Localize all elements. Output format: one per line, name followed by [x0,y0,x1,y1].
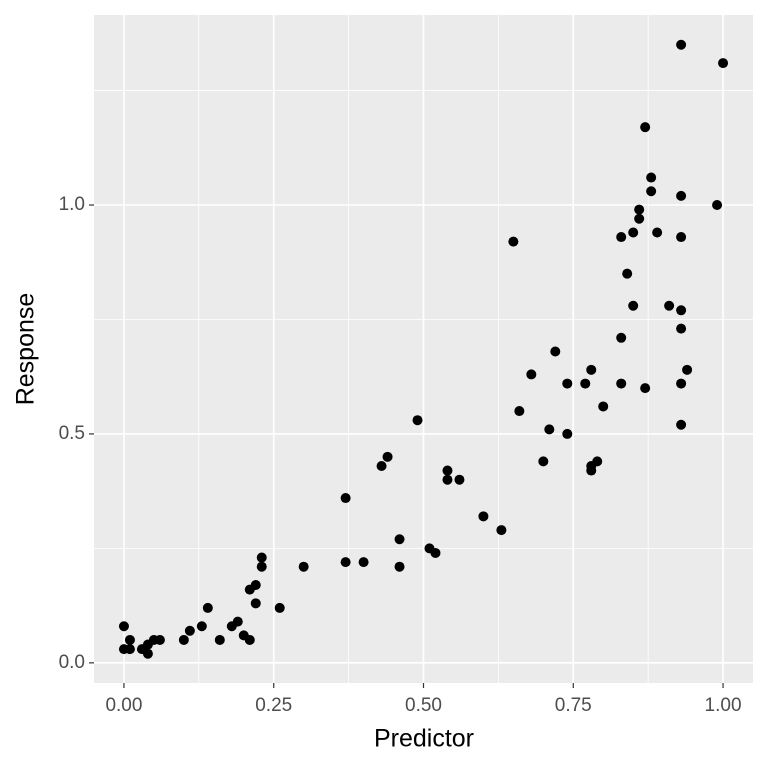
point [478,511,489,522]
point [676,232,687,243]
y-axis-title: Response [12,293,40,406]
point [496,525,507,536]
y-tick-label: 1.0 [59,194,85,215]
point [202,602,213,613]
point [550,346,561,357]
point [184,625,195,636]
point [586,364,597,375]
point [124,634,135,645]
point [646,172,657,183]
point [196,621,207,632]
point [640,122,651,133]
point [256,552,267,563]
x-tick-label: 0.25 [255,695,292,716]
y-tick-label: 0.0 [59,652,85,673]
x-tick-label: 0.75 [555,695,592,716]
point [358,557,369,568]
point [580,378,591,389]
point [298,561,309,572]
point [616,332,627,343]
point [664,300,675,311]
point [622,268,633,279]
point [394,561,405,572]
grid [94,15,753,683]
point [124,644,135,655]
point [442,474,453,485]
point [634,213,645,224]
point [562,378,573,389]
point [676,190,687,201]
point [616,232,627,243]
point [256,561,267,572]
x-tick-label: 0.00 [105,695,142,716]
y-tick-label: 0.5 [59,423,85,444]
point [274,602,285,613]
point [616,378,627,389]
point [712,200,723,211]
point [250,598,261,609]
point [154,634,165,645]
point [508,236,519,247]
point [676,419,687,430]
point [382,451,393,462]
point [430,547,441,558]
point [652,227,663,238]
point [628,227,639,238]
point [376,460,387,471]
point [232,616,243,627]
point [214,634,225,645]
point [682,364,693,375]
point [598,401,609,412]
point [640,383,651,394]
point [562,428,573,439]
point [454,474,465,485]
point [538,456,549,467]
point [676,305,687,316]
x-axis-title: Predictor [374,725,474,753]
point [676,323,687,334]
point [340,557,351,568]
point [526,369,537,380]
point [340,493,351,504]
point [646,186,657,197]
point [628,300,639,311]
point [676,39,687,50]
point [250,580,261,591]
point [634,204,645,215]
point [544,424,555,435]
point [142,648,153,659]
points [118,39,729,659]
point [394,534,405,545]
point [592,456,603,467]
point [118,621,129,632]
point [178,634,189,645]
point [244,634,255,645]
point [514,406,525,417]
point [412,415,423,426]
point [676,378,687,389]
x-tick-label: 0.50 [405,695,442,716]
point [718,58,729,69]
x-tick-label: 1.00 [705,695,742,716]
point [586,465,597,476]
point [442,465,453,476]
